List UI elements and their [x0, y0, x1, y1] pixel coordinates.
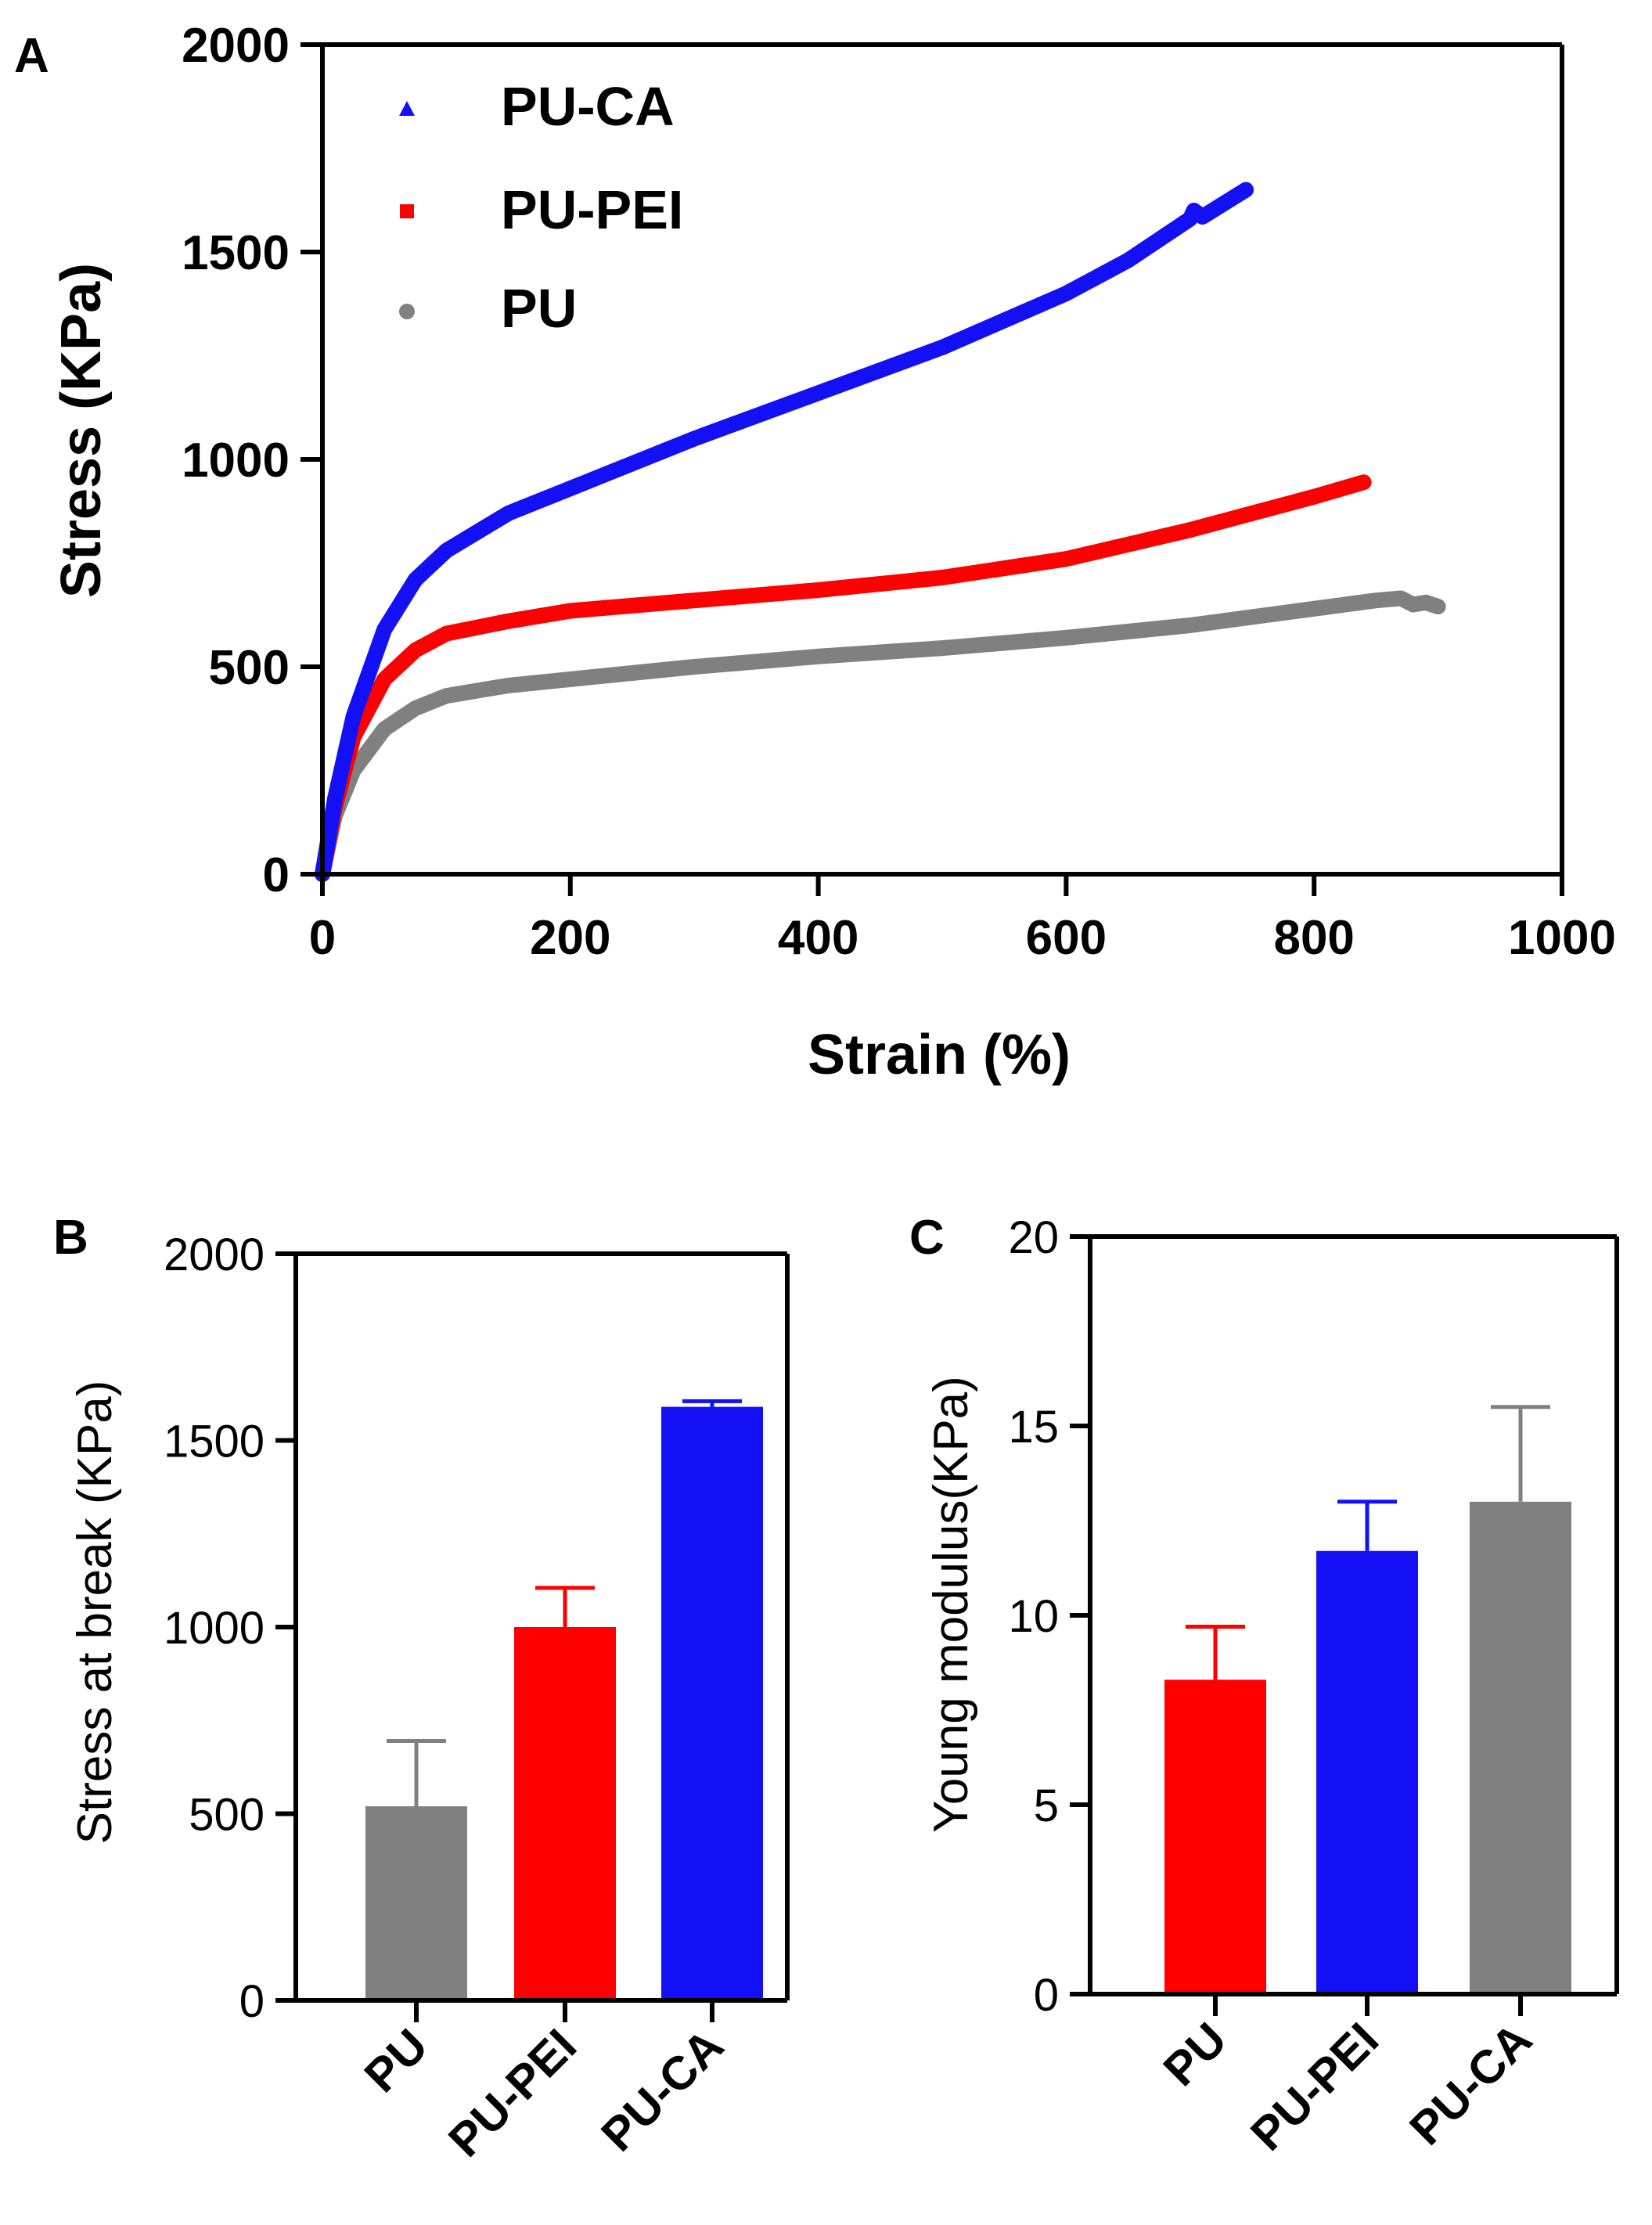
legend: PU-CA PU-PEI PU — [399, 76, 683, 339]
x-tick-label: 1000 — [1508, 911, 1616, 965]
x-axis-label: Strain (%) — [808, 1024, 1071, 1086]
panel-b-bar-chart: B 0 500 1000 1500 2000 PU PU-PEI PU-CA Stress a… — [53, 1211, 790, 2167]
panel-b-label: B — [53, 1211, 88, 1265]
x-tick-label-pu-ca: PU-CA — [1399, 2013, 1542, 2155]
bar-pu-ca — [661, 1406, 763, 2000]
x-tick-label: 0 — [309, 911, 336, 965]
panel-c-bar-chart: C 0 5 10 15 20 PU PU-PEI PU-CA Young modulus(KP… — [909, 1211, 1619, 2161]
y-axis-label: Stress (KPa) — [50, 263, 113, 598]
legend-label-pu: PU — [501, 278, 577, 339]
series-line-pu — [315, 590, 1446, 882]
x-tick-label: 800 — [1273, 911, 1354, 965]
x-tick-label-pu: PU — [1154, 2013, 1236, 2096]
x-tick-label: 200 — [530, 911, 610, 965]
y-tick-label: 0 — [263, 848, 290, 902]
x-tick-label-pu-pei: PU-PEI — [1240, 2013, 1388, 2161]
y-tick-label: 1000 — [182, 434, 290, 488]
y-tick-label: 1500 — [164, 1417, 265, 1467]
bar-pu — [365, 1806, 467, 2000]
y-tick-label: 5 — [1034, 1780, 1059, 1831]
panel-a-label: A — [14, 29, 49, 83]
x-tick-label-pu-ca: PU-CA — [591, 2019, 733, 2162]
legend-label-pu-pei: PU-PEI — [501, 179, 683, 240]
series-line-pu-ca — [315, 182, 1254, 882]
y-tick-label: 1000 — [164, 1603, 265, 1654]
x-tick-label-pu: PU — [355, 2019, 437, 2102]
y-axis-label: Young modulus(KPa) — [924, 1376, 978, 1833]
x-tick-label: 600 — [1026, 911, 1107, 965]
y-tick-label: 500 — [209, 641, 290, 695]
bar-pu-pei — [514, 1627, 616, 2000]
legend-marker-pu-pei — [400, 204, 414, 218]
x-tick-label-pu-pei: PU-PEI — [438, 2019, 586, 2167]
y-tick-label: 10 — [1008, 1591, 1059, 1642]
legend-marker-pu — [399, 304, 415, 319]
y-tick-label: 500 — [189, 1790, 265, 1841]
bar-pu-pei — [1316, 1550, 1418, 1994]
y-tick-label: 2000 — [164, 1230, 265, 1280]
legend-marker-pu-ca — [399, 101, 415, 116]
panel-a-line-chart: A 0 500 1000 1500 2000 0 200 400 600 800 1000 Stra… — [14, 19, 1616, 1086]
y-tick-label: 1500 — [182, 226, 290, 280]
bar-pu-ca — [1470, 1501, 1571, 1994]
y-tick-label: 0 — [239, 1976, 265, 2027]
y-tick-label: 20 — [1008, 1212, 1059, 1263]
series-line-pu-pei — [315, 474, 1372, 882]
y-tick-label: 2000 — [182, 19, 290, 73]
legend-label-pu-ca: PU-CA — [501, 76, 675, 137]
y-axis-label: Stress at break (KPa) — [68, 1381, 122, 1845]
panel-c-label: C — [909, 1211, 945, 1265]
y-tick-label: 15 — [1008, 1402, 1059, 1453]
bar-pu — [1164, 1680, 1266, 1994]
y-tick-label: 0 — [1034, 1970, 1059, 2021]
x-tick-label: 400 — [778, 911, 858, 965]
